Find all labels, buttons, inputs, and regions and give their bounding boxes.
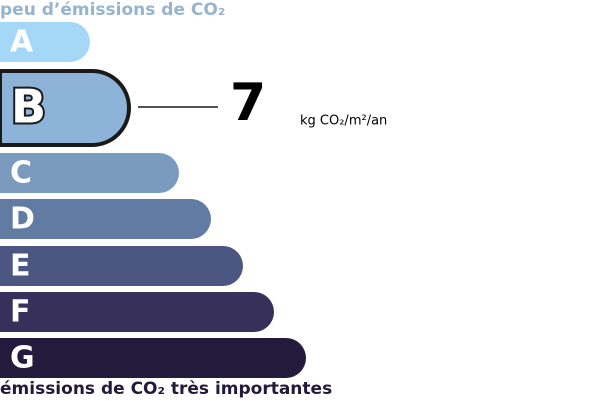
class-bar bbox=[0, 199, 211, 239]
class-bar bbox=[0, 22, 90, 62]
class-bar-selected bbox=[0, 69, 131, 147]
class-letter: E bbox=[10, 249, 31, 284]
class-bar bbox=[0, 153, 179, 193]
class-letter: A bbox=[10, 25, 34, 60]
class-letter: D bbox=[10, 202, 35, 237]
header: peu d’émissions de CO₂ bbox=[0, 0, 225, 20]
class-bar bbox=[0, 292, 274, 332]
class-bar bbox=[0, 246, 243, 286]
class-letter-selected: B bbox=[11, 80, 46, 134]
class-letter: F bbox=[10, 295, 31, 330]
unit: kg CO₂/m²/an bbox=[300, 114, 387, 129]
footer: émissions de CO₂ très importantes bbox=[0, 379, 332, 399]
value: 7 bbox=[230, 73, 266, 133]
class-bar bbox=[0, 338, 306, 378]
class-letter: C bbox=[10, 156, 32, 191]
class-letter: G bbox=[10, 341, 35, 376]
